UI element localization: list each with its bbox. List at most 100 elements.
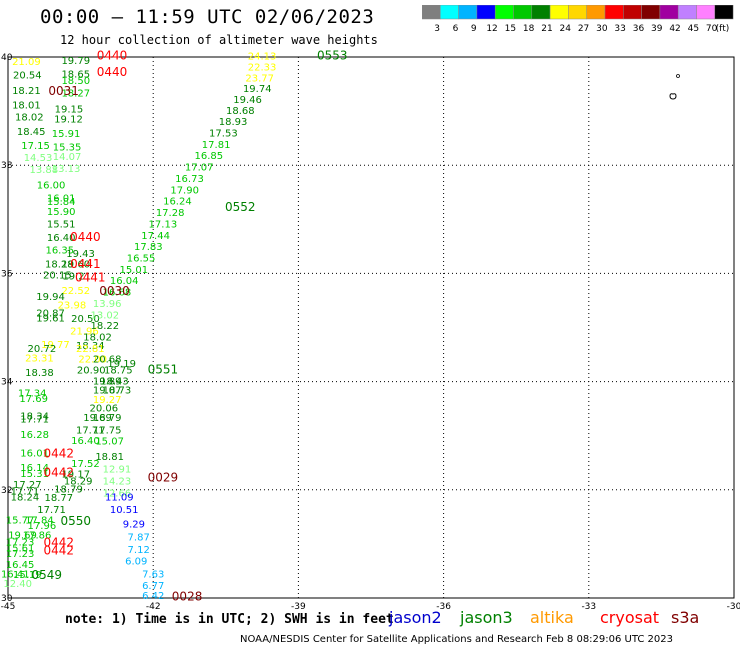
wave-height-value: 17.15 — [21, 141, 50, 152]
scale-bin — [714, 5, 734, 20]
wave-height-value: 17.75 — [93, 426, 122, 437]
wave-height-value: 16.73 — [175, 174, 204, 185]
track-time-label: 0028 — [172, 590, 203, 604]
wave-height-value: 19.21 — [62, 271, 91, 282]
wave-height-value: 13.02 — [90, 310, 119, 321]
wave-height-value: 21.96 — [70, 327, 99, 338]
wave-height-value: 17.34 — [18, 389, 47, 400]
wave-height-value: 17.90 — [170, 185, 199, 196]
track-time-label: 0553 — [317, 49, 348, 63]
track-time-label: 0442 — [44, 465, 75, 479]
wave-height-value: 19.07 — [93, 386, 122, 397]
wave-height-value: 17.27 — [13, 480, 42, 491]
scale-bin-label: 18 — [523, 24, 535, 34]
wave-height-map: -45 -42 -39 -36 -33 -30 30 32 34 36 38 40 21.09 19.79… — [1, 49, 740, 612]
wave-height-value: 16.24 — [163, 197, 192, 208]
wave-height-value: 18.02 — [83, 332, 112, 343]
lat-tick-label: 38 — [1, 161, 13, 171]
wave-height-value: 15.31 — [20, 469, 49, 480]
wave-height-value: 17.71 — [11, 487, 40, 498]
wave-height-value: 20.90 — [77, 365, 106, 376]
lon-tick-label: -36 — [436, 602, 451, 612]
chart-subtitle: 12 hour collection of altimeter wave hei… — [60, 33, 378, 47]
wave-height-value: 15.01 — [120, 265, 149, 276]
wave-height-value: 20.06 — [90, 403, 119, 414]
wave-height-value: 17.28 — [156, 208, 185, 219]
wave-height-value: 15.91 — [52, 129, 81, 140]
wave-height-value: 11.09 — [105, 493, 134, 504]
island-outline — [676, 74, 680, 78]
wave-height-value: 17.44 — [141, 231, 170, 242]
wave-height-value: 13.96 — [93, 299, 122, 310]
wave-height-value: 22.00 — [78, 355, 107, 366]
wave-height-value: 17.07 — [185, 163, 214, 174]
track-time-label: 0029 — [148, 471, 179, 485]
wave-height-value: 16.40 — [71, 436, 100, 447]
lon-tick-label: -45 — [1, 602, 16, 612]
wave-height-value: 20.54 — [13, 71, 42, 82]
lat-tick-label: 30 — [1, 594, 13, 604]
wave-height-value: 23.31 — [25, 354, 54, 365]
wave-height-value: 20.68 — [93, 355, 122, 366]
scale-bin-label: 42 — [669, 24, 680, 34]
wave-height-value: 16.00 — [37, 180, 66, 191]
wave-height-value: 19.19 — [107, 359, 136, 370]
wave-height-value: 16.85 — [195, 151, 224, 162]
wave-height-value: 18.75 — [104, 365, 133, 376]
wave-height-value: 17.71 — [37, 505, 66, 516]
wave-height-value: 19.61 — [36, 314, 65, 325]
color-scale-legend: 3 6 9 12 15 18 21 24 27 30 33 36 39 42 45 70(ft) — [422, 5, 734, 34]
wave-height-value: 15.84 — [47, 197, 76, 208]
wave-height-value: 6.42 — [142, 591, 164, 602]
wave-height-value: 12.91 — [103, 464, 132, 475]
track-time-label: 0030 — [99, 284, 130, 298]
wave-height-value: 18.38 — [25, 368, 54, 379]
wave-height-value: 20.50 — [71, 314, 100, 325]
wave-height-value: 16.04 — [110, 276, 139, 287]
wave-height-value: 20.15 — [43, 270, 72, 281]
wave-height-value: 12.66 — [103, 488, 132, 499]
chart-title: 00:00 – 11:59 UTC 02/06/2023 — [40, 6, 375, 28]
wave-height-value: 15.61 — [6, 543, 35, 554]
wave-height-value: 17.23 — [6, 538, 35, 549]
scale-bin-label: 3 — [434, 24, 440, 34]
wave-height-value: 19.89 — [93, 376, 122, 387]
lat-tick-label: 34 — [1, 378, 13, 388]
wave-height-value: 22.81 — [76, 344, 105, 355]
wave-height-value: 19.12 — [54, 114, 83, 125]
wave-height-value: 19.69 — [8, 530, 37, 541]
track-time-label: 0441 — [75, 271, 106, 285]
wave-height-value: 19.60 — [61, 259, 90, 270]
wave-height-value: 18.22 — [90, 321, 119, 332]
satellite-legend-cryosat: cryosat — [600, 608, 660, 627]
satellite-legend-jason3: jason3 — [460, 608, 513, 627]
lon-tick-label: -33 — [581, 602, 596, 612]
track-time-label: 0441 — [70, 257, 101, 271]
scale-bin-label: 36 — [633, 24, 645, 34]
wave-height-value: 19.77 — [41, 340, 70, 351]
wave-height-value: 19.74 — [243, 84, 272, 95]
lat-tick-label: 32 — [1, 486, 12, 496]
wave-height-value: 22.33 — [248, 63, 277, 74]
track-time-label: 0440 — [97, 65, 128, 79]
wave-height-value: 19.27 — [93, 395, 122, 406]
wave-height-value: 19.15 — [55, 105, 84, 116]
wave-height-value: 18.34 — [20, 411, 49, 422]
wave-height-value: 18.77 — [44, 493, 73, 504]
wave-height-value: 15.07 — [95, 436, 124, 447]
wave-height-value: 23.77 — [245, 73, 274, 84]
wave-height-value: 15.19 — [13, 570, 42, 581]
wave-height-value: 16.45 — [6, 560, 35, 571]
wave-height-value: 17.53 — [209, 129, 238, 140]
wave-height-value: 12.40 — [3, 579, 32, 590]
map-frame — [7, 56, 735, 599]
lon-tick-label: -30 — [727, 602, 740, 612]
wave-height-value: 19.17 — [61, 469, 90, 480]
track-time-label: 0442 — [44, 544, 75, 558]
footer-note: note: 1) Time is in UTC; 2) SWH is in fe… — [65, 612, 394, 627]
wave-height-value: 16.01 — [20, 448, 49, 459]
track-time-label: 0551 — [148, 362, 179, 376]
wave-height-value: 17.84 — [25, 515, 54, 526]
wave-height-value: 17.71 — [76, 426, 105, 437]
wave-height-value: 16.68 — [103, 288, 132, 299]
